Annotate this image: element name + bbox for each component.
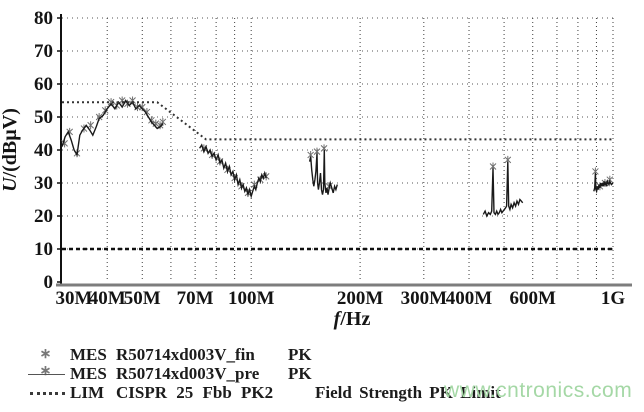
y-gridlines (57, 17, 613, 283)
legend-type-label: LIM (70, 383, 104, 402)
legend-series-name: R50714xd003V_pre (116, 364, 260, 383)
x-axis-title: f/Hz (334, 308, 371, 330)
svg-text:40: 40 (34, 140, 53, 161)
svg-text:80: 80 (34, 8, 53, 29)
legend-detector-label: PK (288, 364, 312, 383)
svg-text:30M: 30M (56, 288, 93, 309)
dotted-line-icon (30, 392, 65, 395)
solid-line-icon (28, 374, 65, 375)
series-cispr-limit (62, 101, 613, 141)
svg-text:70M: 70M (177, 288, 214, 309)
legend-row-mes-fin: ∗ ∗ MES R50714xd003V_fin PK (0, 345, 644, 379)
legend-row-mes-pre: MES R50714xd003V_pre PK (0, 364, 644, 383)
legend-detector-label: PK (288, 345, 312, 364)
legend-series-name: CISPR 25 Fbb PK2 (116, 383, 274, 402)
svg-text:60: 60 (34, 74, 53, 95)
svg-text:30: 30 (34, 173, 53, 194)
svg-text:600M: 600M (510, 288, 557, 309)
svg-text:200M: 200M (337, 288, 384, 309)
legend-type-label: MES (70, 345, 107, 364)
chart-legend: ∗ ∗ MES R50714xd003V_fin PK MES R50714xd… (0, 344, 644, 410)
legend-row-lim: LIM CISPR 25 Fbb PK2 Field Strength PK L… (0, 383, 644, 402)
axes (56, 14, 632, 287)
svg-text:300M: 300M (401, 288, 448, 309)
svg-text:1G: 1G (601, 288, 626, 309)
watermark: www.cntronics.com (444, 379, 633, 402)
svg-text:100M: 100M (228, 288, 275, 309)
legend-extra-label: Field Strength PK Limit (315, 383, 501, 402)
svg-text:20: 20 (34, 206, 53, 227)
y-axis-title: U/(dBµV) (0, 108, 21, 192)
svg-text:70: 70 (34, 41, 53, 62)
scatter-marker-icon: ∗ ∗ (39, 347, 57, 379)
svg-text:400M: 400M (446, 288, 493, 309)
x-gridlines (106, 18, 614, 282)
y-axis-labels: 0 10 20 30 40 50 60 70 80 (34, 8, 53, 293)
legend-type-label: MES (70, 364, 107, 383)
svg-text:0: 0 (44, 272, 54, 293)
svg-text:40M: 40M (89, 288, 126, 309)
svg-text:10: 10 (34, 239, 53, 260)
legend-series-name: R50714xd003V_fin (116, 345, 255, 364)
svg-text:50M: 50M (124, 288, 161, 309)
svg-text:50: 50 (34, 107, 53, 128)
series-pre (61, 99, 614, 218)
